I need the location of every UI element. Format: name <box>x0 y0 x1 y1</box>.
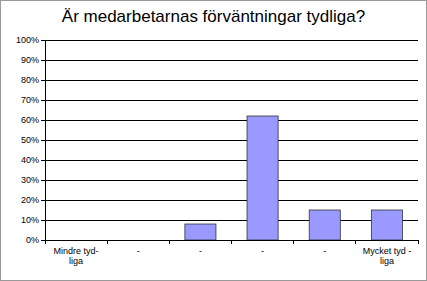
category-label: - <box>137 246 140 256</box>
chart: Är medarbetarnas förväntningar tydliga? 0… <box>0 0 427 281</box>
tick-mark <box>41 140 45 141</box>
tick-mark <box>41 60 45 61</box>
x-tick-mark <box>293 240 294 244</box>
category-label-line: - <box>261 246 264 256</box>
tick-label: 50% <box>21 135 39 145</box>
category-label: - <box>199 246 202 256</box>
chart-border <box>1 1 427 281</box>
tick-mark <box>41 120 45 121</box>
bar <box>371 210 402 240</box>
tick-mark <box>41 200 45 201</box>
tick-label: 30% <box>21 175 39 185</box>
tick-label: 0% <box>26 235 39 245</box>
tick-label: 80% <box>21 75 39 85</box>
grid-line <box>45 220 418 221</box>
grid-line <box>45 160 418 161</box>
category-label-line: Mindre tyd- <box>54 246 99 256</box>
grid-line <box>45 60 418 61</box>
x-tick-mark <box>107 240 108 244</box>
x-tick-mark <box>355 240 356 244</box>
grid-line <box>45 120 418 121</box>
title: Är medarbetarnas förväntningar tydliga? <box>62 7 365 26</box>
x-tick-mark <box>231 240 232 244</box>
tick-mark <box>41 240 45 241</box>
tick-mark <box>41 160 45 161</box>
tick-label: 70% <box>21 95 39 105</box>
category-label: Mindre tyd-liga <box>54 246 99 266</box>
tick-label: 90% <box>21 55 39 65</box>
tick-mark <box>41 180 45 181</box>
x-tick-mark <box>45 240 46 244</box>
tick-label: 60% <box>21 115 39 125</box>
category-label: - <box>261 246 264 256</box>
bar <box>185 224 216 240</box>
grid-line <box>45 140 418 141</box>
category-label-line: Mycket tyd - <box>363 246 412 256</box>
grid-line <box>45 100 418 101</box>
grid-line <box>45 180 418 181</box>
tick-mark <box>41 220 45 221</box>
category-label-line: liga <box>69 256 83 266</box>
tick-label: 40% <box>21 155 39 165</box>
tick-mark <box>41 80 45 81</box>
tick-mark <box>41 100 45 101</box>
category-label-line: liga <box>380 256 394 266</box>
tick-label: 20% <box>21 195 39 205</box>
grid-line <box>45 80 418 81</box>
y-axis <box>45 40 46 240</box>
category-label-line: - <box>323 246 326 256</box>
category-label-line: - <box>137 246 140 256</box>
bar <box>309 210 340 240</box>
x-tick-mark <box>169 240 170 244</box>
category-label: Mycket tyd -liga <box>363 246 412 266</box>
category-label-line: - <box>199 246 202 256</box>
bars <box>185 116 403 240</box>
x-tick-mark <box>418 240 419 244</box>
category-label: - <box>323 246 326 256</box>
grid-line <box>45 200 418 201</box>
tick-mark <box>41 40 45 41</box>
tick-label: 10% <box>21 215 39 225</box>
grid-line <box>45 40 418 41</box>
tick-label: 100% <box>16 35 39 45</box>
bar <box>247 116 278 240</box>
